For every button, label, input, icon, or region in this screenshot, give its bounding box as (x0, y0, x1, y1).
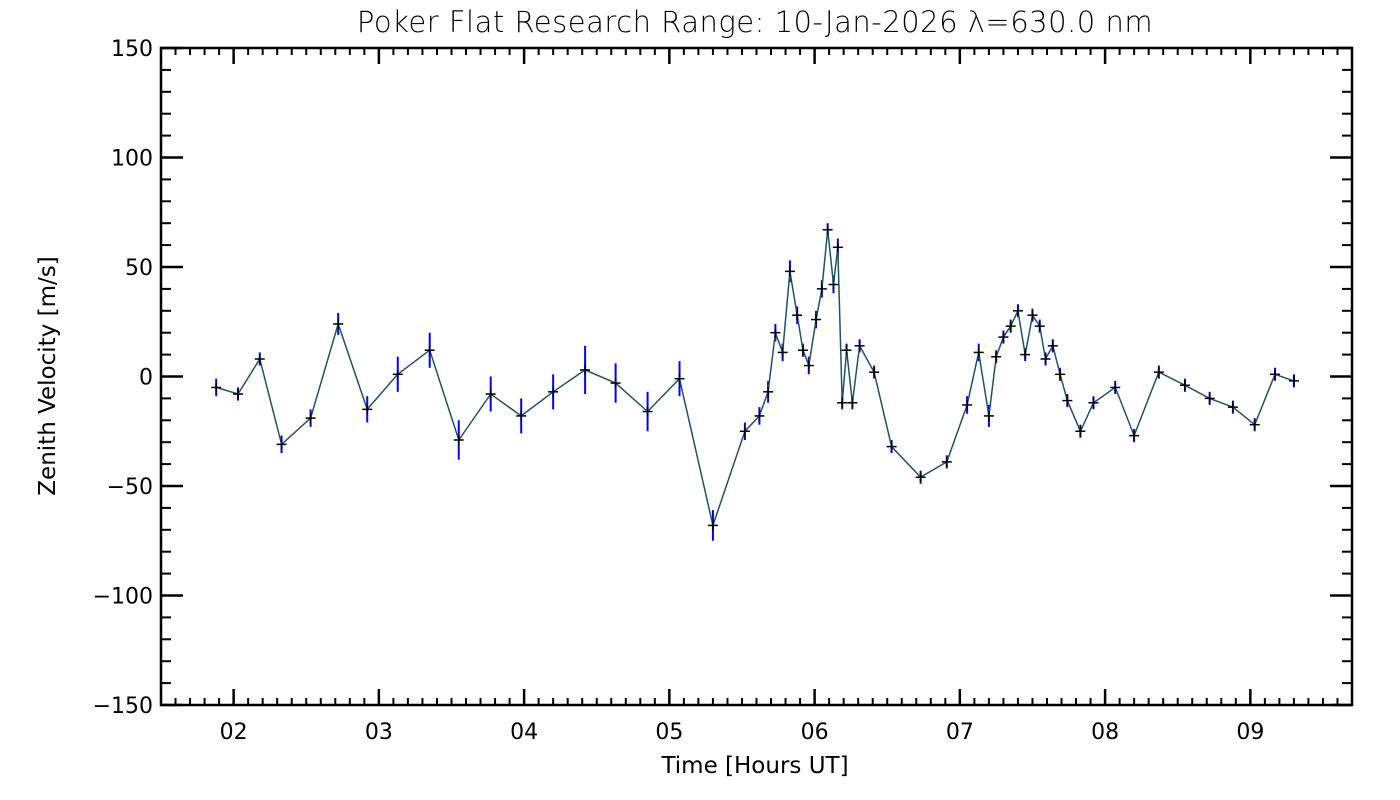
data-point (869, 367, 880, 378)
data-point (1110, 382, 1121, 393)
data-point (1227, 402, 1238, 413)
data-point (276, 439, 287, 450)
data-point (580, 364, 591, 375)
data-point (1027, 310, 1038, 321)
data-point (832, 242, 843, 253)
plot-frame (159, 46, 1354, 707)
data-point (915, 472, 926, 483)
data-point (453, 435, 464, 446)
data-point (998, 332, 1009, 343)
data-point (424, 345, 435, 356)
data-point (754, 410, 765, 421)
x-tick-label: 07 (946, 720, 974, 745)
chart-title: Poker Flat Research Range: 10-Jan-2026 λ… (357, 5, 1153, 39)
data-point (962, 399, 973, 410)
y-tick-label: 0 (139, 366, 153, 391)
data-point (973, 347, 984, 358)
data-point (739, 426, 750, 437)
data-point (811, 314, 822, 325)
data-point (886, 441, 897, 452)
data-point (392, 369, 403, 380)
data-point (1075, 426, 1086, 437)
y-tick-label: 150 (111, 37, 153, 62)
data-point (1005, 321, 1016, 332)
data-point (777, 347, 788, 358)
data-point (1062, 395, 1073, 406)
x-tick-label: 02 (220, 720, 248, 745)
data-point (763, 386, 774, 397)
data-point (1088, 397, 1099, 408)
y-axis-label: Zenith Velocity [m/s] (35, 256, 61, 495)
data-point (797, 345, 808, 356)
data-point (1288, 375, 1299, 386)
data-point (1179, 380, 1190, 391)
x-tick-label: 08 (1091, 720, 1119, 745)
y-tick-label: 100 (111, 147, 153, 172)
marker-layer (211, 224, 1299, 531)
data-point (254, 353, 265, 364)
line-layer (215, 229, 1295, 529)
data-point (707, 520, 718, 531)
data-point (803, 360, 814, 371)
x-tick-label: 04 (510, 720, 538, 745)
y-tick-label: −50 (107, 475, 153, 500)
data-point (1153, 367, 1164, 378)
data-point (1020, 349, 1031, 360)
data-point (548, 386, 559, 397)
data-point (847, 397, 858, 408)
data-point (770, 327, 781, 338)
data-point (333, 318, 344, 329)
data-point (1204, 393, 1215, 404)
data-point (792, 310, 803, 321)
error-bar-layer (215, 223, 1295, 541)
data-point (211, 382, 222, 393)
data-point (305, 413, 316, 424)
series-line (215, 229, 1295, 529)
data-point (1129, 430, 1140, 441)
data-point (837, 397, 848, 408)
data-point (784, 266, 795, 277)
data-point (983, 410, 994, 421)
y-tick-label: −100 (93, 585, 153, 610)
x-tick-label: 05 (655, 720, 683, 745)
data-point (516, 410, 527, 421)
data-point (1040, 353, 1051, 364)
x-axis-label: Time [Hours UT] (660, 753, 848, 779)
data-point (1270, 369, 1281, 380)
data-point (941, 456, 952, 467)
data-point (828, 279, 839, 290)
x-tick-label: 03 (365, 720, 393, 745)
data-point (816, 283, 827, 294)
data-point (485, 389, 496, 400)
data-point (642, 406, 653, 417)
x-tick-label: 06 (801, 720, 829, 745)
data-point (674, 373, 685, 384)
data-point (841, 345, 852, 356)
data-point (822, 224, 833, 235)
data-point (1055, 369, 1066, 380)
data-point (1249, 419, 1260, 430)
y-tick-label: 50 (125, 256, 153, 281)
x-tick-label: 09 (1236, 720, 1264, 745)
data-point (232, 389, 243, 400)
data-point (362, 404, 373, 415)
data-point (1012, 305, 1023, 316)
data-point (1034, 321, 1045, 332)
axes-layer: −150 −100 −50 0 50 100 150 02 03 04 05 06 07 08 09 (93, 37, 1354, 745)
y-tick-label: −150 (93, 694, 153, 719)
data-point (1047, 340, 1058, 351)
data-point (991, 351, 1002, 362)
data-point (854, 340, 865, 351)
data-point (610, 378, 621, 389)
